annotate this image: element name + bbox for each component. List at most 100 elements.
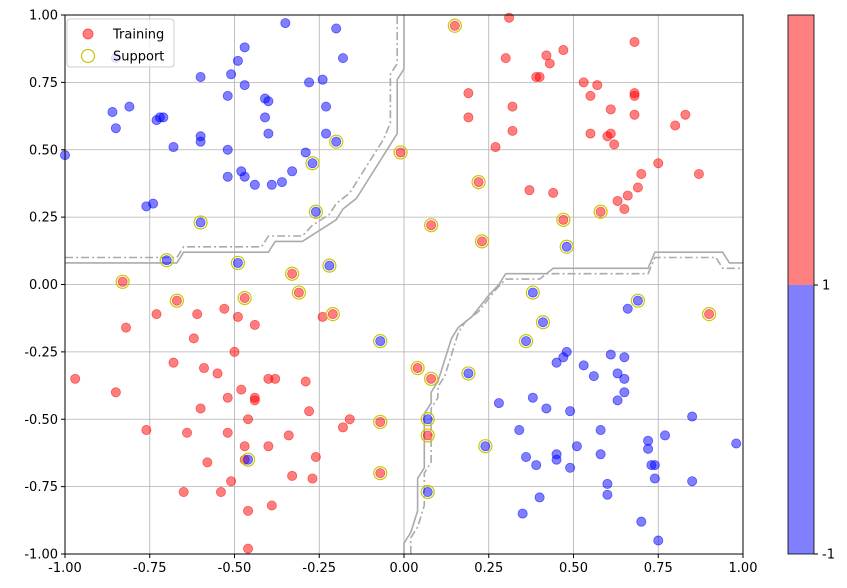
legend-support-marker xyxy=(80,48,96,64)
point-class-positive xyxy=(558,45,569,56)
support-vector-marker xyxy=(325,307,340,322)
point-class-positive xyxy=(622,190,633,201)
colorbar-tick-negative: -1 xyxy=(814,548,835,563)
point-class-positive xyxy=(500,53,511,64)
point-class-negative xyxy=(317,74,328,85)
point-class-negative xyxy=(422,414,433,425)
point-class-positive xyxy=(239,292,250,303)
point-class-positive xyxy=(117,276,128,287)
point-class-positive xyxy=(337,422,348,433)
point-class-negative xyxy=(619,352,630,363)
support-vector-marker xyxy=(305,156,320,171)
point-class-negative xyxy=(561,346,572,357)
point-class-negative xyxy=(619,387,630,398)
point-class-positive xyxy=(490,142,501,153)
point-class-positive xyxy=(375,416,386,427)
point-class-positive xyxy=(327,309,338,320)
point-class-positive xyxy=(243,505,254,516)
support-vector-marker xyxy=(193,215,208,230)
point-class-negative xyxy=(222,90,233,101)
support-vector-marker xyxy=(291,285,307,300)
point-class-positive xyxy=(592,80,603,91)
point-class-negative xyxy=(649,473,660,484)
point-class-positive xyxy=(300,376,311,387)
point-class-negative xyxy=(243,454,254,465)
boundary-line-solid xyxy=(65,15,743,554)
point-class-negative xyxy=(222,171,233,182)
y-tick: 1.00 xyxy=(29,9,65,24)
support-vector-marker xyxy=(240,452,256,467)
point-class-positive xyxy=(198,363,209,374)
point-class-positive xyxy=(293,287,304,298)
x-tick: -0.50 xyxy=(218,554,251,576)
point-class-positive xyxy=(304,406,315,417)
point-class-negative xyxy=(307,158,318,169)
point-class-positive xyxy=(693,169,704,180)
point-class-positive xyxy=(266,500,277,511)
point-class-positive xyxy=(212,368,223,379)
support-vector-marker xyxy=(420,484,435,500)
point-class-negative xyxy=(239,80,250,91)
point-class-negative xyxy=(324,260,335,271)
data-points xyxy=(60,12,742,554)
point-class-negative xyxy=(527,287,538,298)
point-class-positive xyxy=(426,373,437,384)
point-class-positive xyxy=(219,303,230,314)
point-class-negative xyxy=(195,136,206,147)
support-vector-marker xyxy=(329,134,344,149)
point-class-positive xyxy=(375,468,386,479)
y-tick-label: -0.25 xyxy=(24,345,58,360)
point-class-negative xyxy=(232,257,243,268)
point-class-negative xyxy=(276,177,287,188)
y-tick: 0.75 xyxy=(29,76,65,91)
support-vector-marker xyxy=(701,307,717,322)
point-class-negative xyxy=(493,398,504,409)
point-class-negative xyxy=(541,403,552,414)
point-class-positive xyxy=(249,392,260,403)
x-tick-label: 0.00 xyxy=(390,561,419,576)
x-tick: -0.25 xyxy=(302,554,336,576)
x-axis-ticks: -1.00 -0.75 -0.50 -0.25 0.00 0.25 0.50 0.75 1.00 xyxy=(48,554,757,576)
support-vector-marker xyxy=(420,412,435,427)
point-class-negative xyxy=(239,171,250,182)
point-class-positive xyxy=(344,414,355,425)
x-tick: 1.00 xyxy=(729,554,757,576)
point-class-positive xyxy=(704,309,715,320)
point-class-positive xyxy=(585,128,596,139)
x-tick: 0.50 xyxy=(559,554,588,576)
colorbar-label-positive: 1 xyxy=(822,279,830,294)
point-class-positive xyxy=(670,120,681,131)
support-vector-marker xyxy=(593,204,608,219)
point-class-positive xyxy=(226,476,237,487)
y-tick: -1.00 xyxy=(24,548,65,563)
support-vector-markers xyxy=(115,18,717,500)
point-class-positive xyxy=(178,487,189,498)
point-class-negative xyxy=(551,449,562,460)
x-tick: -0.75 xyxy=(133,554,167,576)
y-tick: -0.50 xyxy=(24,413,65,428)
point-class-negative xyxy=(195,217,206,228)
point-class-negative xyxy=(422,487,433,498)
x-tick: 0.25 xyxy=(474,554,503,576)
point-class-negative xyxy=(168,142,179,153)
support-vector-marker xyxy=(159,253,174,268)
point-class-negative xyxy=(310,206,321,217)
colorbar: 1 -1 xyxy=(787,14,835,563)
x-tick-label: 0.50 xyxy=(559,561,588,576)
point-class-negative xyxy=(195,71,206,82)
point-class-positive xyxy=(249,319,260,330)
point-class-positive xyxy=(171,295,182,306)
point-class-negative xyxy=(643,443,654,454)
point-class-positive xyxy=(507,125,518,136)
point-class-negative xyxy=(331,23,342,34)
point-class-negative xyxy=(222,144,233,155)
point-class-negative xyxy=(687,411,698,422)
x-tick-label: -1.00 xyxy=(48,561,82,576)
x-tick-label: -0.25 xyxy=(302,561,336,576)
y-tick: 0.50 xyxy=(29,143,65,158)
x-tick-label: 0.75 xyxy=(644,561,673,576)
legend-training-label: Training xyxy=(112,28,164,43)
point-class-negative xyxy=(537,317,548,328)
point-class-positive xyxy=(524,185,535,196)
point-class-positive xyxy=(412,363,423,374)
